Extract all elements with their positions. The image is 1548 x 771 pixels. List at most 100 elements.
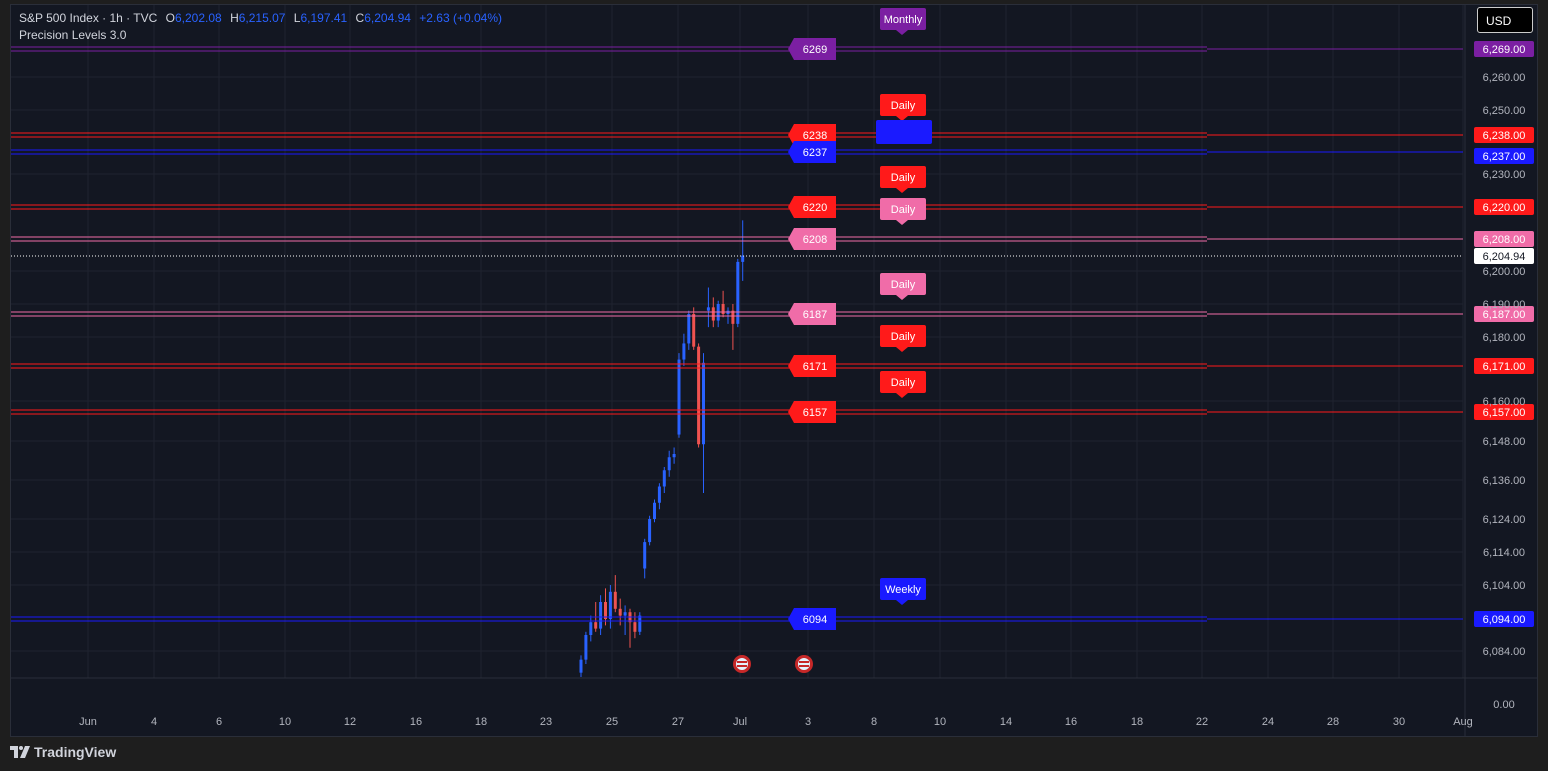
candle-body[interactable] — [618, 608, 622, 616]
price-axis-level-badge — [1474, 611, 1534, 627]
candle-body[interactable] — [579, 659, 583, 673]
candle-body[interactable] — [604, 602, 607, 619]
us-flag-stripe — [737, 661, 747, 663]
price-axis-level-badge — [1474, 358, 1534, 374]
candle-body[interactable] — [653, 502, 656, 519]
candle-body[interactable] — [697, 346, 701, 445]
chart-frame[interactable]: 6269 Monthly 6,269.00 6238 Daily 6,238.00 6237… — [10, 4, 1538, 737]
timeframe-badge-pointer — [896, 600, 908, 605]
price-axis-level-label: 6,238.00 — [1483, 130, 1526, 142]
candle-body[interactable] — [682, 343, 686, 360]
price-axis-tick: 6,124.00 — [1483, 514, 1526, 526]
level-tag[interactable] — [788, 124, 836, 146]
candle-body[interactable] — [706, 307, 710, 311]
timeframe-badge[interactable] — [880, 94, 926, 116]
candle-body[interactable] — [731, 310, 735, 324]
candle-body[interactable] — [648, 519, 652, 543]
price-axis-level-label: 6,220.00 — [1483, 202, 1526, 214]
candle-body[interactable] — [643, 542, 647, 569]
us-flag-icon — [736, 658, 748, 670]
timeframe-badge[interactable] — [880, 273, 926, 295]
price-axis-level-label: 6,157.00 — [1483, 407, 1526, 419]
timeframe-badge-pointer — [896, 347, 908, 352]
candle-body[interactable] — [677, 359, 681, 435]
level-tag[interactable] — [788, 608, 836, 630]
price-axis-level-label: 6,269.00 — [1483, 44, 1526, 56]
level-tag-label: 6094 — [803, 614, 827, 626]
candle-body[interactable] — [721, 304, 725, 314]
time-axis-tick: 10 — [279, 716, 291, 728]
timeframe-badge-pointer — [896, 220, 908, 225]
candle-body[interactable] — [613, 591, 617, 609]
current-price-badge — [1474, 248, 1534, 264]
timeframe-badge[interactable] — [880, 325, 926, 347]
tradingview-logo-icon[interactable] — [10, 746, 30, 758]
timeframe-badge[interactable] — [880, 166, 926, 188]
candle-body[interactable] — [657, 486, 661, 503]
time-axis-tick: 18 — [1131, 716, 1143, 728]
level-tag[interactable] — [788, 141, 836, 163]
price-axis-tick: 6,104.00 — [1483, 580, 1526, 592]
time-axis-tick: 23 — [540, 716, 552, 728]
brand-name[interactable]: TradingView — [34, 744, 117, 760]
time-axis-tick: 22 — [1196, 716, 1208, 728]
time-axis-tick: 16 — [1065, 716, 1077, 728]
price-axis-tick: 6,160.00 — [1483, 396, 1526, 408]
current-price-label: 6,204.94 — [1483, 251, 1526, 263]
timeframe-badge[interactable] — [880, 198, 926, 220]
candle-body[interactable] — [667, 457, 671, 471]
candle-body[interactable] — [638, 615, 642, 632]
candle-body[interactable] — [608, 591, 612, 619]
level-tag[interactable] — [788, 38, 836, 60]
timeframe-badge[interactable] — [880, 578, 926, 600]
indicator-name[interactable]: Precision Levels 3.0 — [19, 28, 127, 42]
level-tag[interactable] — [788, 196, 836, 218]
timeframe-badge[interactable] — [880, 8, 926, 30]
candle-body[interactable] — [672, 454, 676, 458]
price-axis-level-label: 6,187.00 — [1483, 309, 1526, 321]
time-axis-tick: 14 — [1000, 716, 1012, 728]
level-tag[interactable] — [788, 355, 836, 377]
level-tag-label: 6157 — [803, 407, 827, 419]
time-axis-tick: Jul — [733, 716, 747, 728]
candle-body[interactable] — [594, 622, 598, 629]
candle-body[interactable] — [623, 612, 627, 616]
time-axis-tick: 27 — [672, 716, 684, 728]
time-axis-tick: Jun — [79, 716, 97, 728]
candle-body[interactable] — [662, 470, 666, 487]
price-axis-tick: 6,084.00 — [1483, 646, 1526, 658]
candle-body[interactable] — [584, 635, 588, 660]
candle-body[interactable] — [711, 307, 715, 321]
price-chart[interactable]: 6269Monthly6,269.006238Daily6,238.006237… — [11, 5, 1537, 736]
candle-body[interactable] — [687, 314, 691, 344]
candle-body[interactable] — [633, 622, 637, 632]
time-axis-tick: Aug — [1453, 716, 1473, 728]
price-axis-level-badge — [1474, 231, 1534, 247]
candle-body[interactable] — [741, 255, 745, 262]
time-axis-tick: 3 — [805, 716, 811, 728]
price-axis-level-badge — [1474, 41, 1534, 57]
timeframe-badge[interactable] — [880, 371, 926, 393]
high-value: 6,215.07 — [238, 11, 286, 25]
level-tag[interactable] — [788, 228, 836, 250]
timeframe-badge-label: Daily — [891, 331, 916, 343]
currency-button[interactable]: USD — [1477, 7, 1533, 33]
candle-body[interactable] — [599, 602, 603, 629]
symbol-title[interactable]: S&P 500 Index · 1h · TVC — [19, 11, 158, 25]
level-tag-label: 6187 — [803, 309, 827, 321]
timeframe-badge-label: Daily — [891, 377, 916, 389]
chart-legend: S&P 500 Index · 1h · TVC O6,202.08 H6,21… — [19, 10, 502, 44]
price-axis-level-badge — [1474, 306, 1534, 322]
candle-body[interactable] — [702, 362, 705, 445]
candle-body[interactable] — [736, 261, 740, 324]
high-label: H — [230, 11, 239, 25]
timeframe-badge-pointer — [896, 30, 908, 35]
level-tag[interactable] — [788, 401, 836, 423]
candle-body[interactable] — [589, 622, 593, 635]
time-axis-tick: 18 — [475, 716, 487, 728]
level-tag-label: 6220 — [803, 202, 827, 214]
level-tag[interactable] — [788, 303, 836, 325]
candle-body[interactable] — [692, 314, 696, 347]
open-value: 6,202.08 — [175, 11, 222, 25]
time-axis-tick: 28 — [1327, 716, 1339, 728]
